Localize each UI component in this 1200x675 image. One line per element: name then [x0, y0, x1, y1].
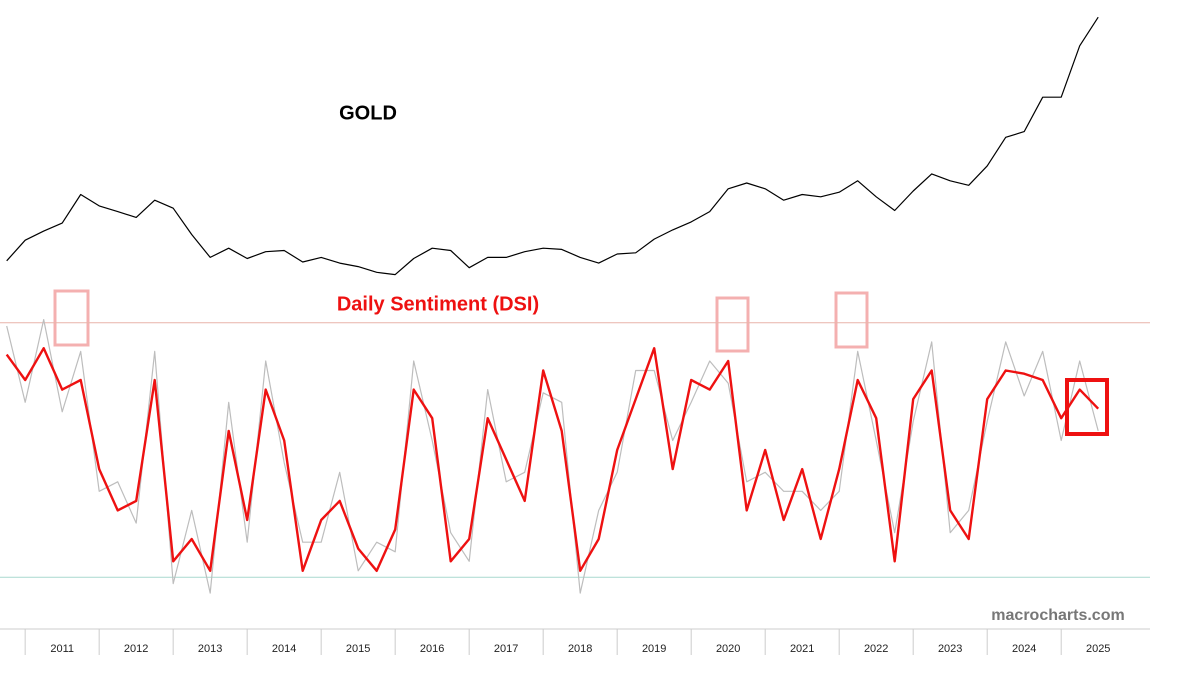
x-tick-label: 2018 — [568, 643, 592, 655]
highlight-box — [834, 291, 869, 349]
x-tick-label: 2025 — [1086, 643, 1110, 655]
highlight-box — [715, 296, 750, 353]
watermark: macrocharts.com — [991, 607, 1124, 624]
x-tick-label: 2014 — [272, 643, 296, 655]
x-tick-label: 2015 — [346, 643, 370, 655]
x-tick-label: 2017 — [494, 643, 518, 655]
data-line — [6, 319, 1099, 594]
highlight-box — [53, 289, 90, 347]
x-tick-label: 2019 — [642, 643, 666, 655]
x-tick-label: 2011 — [50, 643, 74, 655]
x-tick-label: 2023 — [938, 643, 962, 655]
x-tick-label: 2022 — [864, 643, 888, 655]
x-tick-label: 2012 — [124, 643, 148, 655]
highlight-box — [1065, 378, 1109, 436]
data-line — [6, 16, 1099, 276]
dsi-title: Daily Sentiment (DSI) — [337, 293, 539, 315]
x-tick-label: 2024 — [1012, 643, 1036, 655]
data-line — [5, 347, 1100, 572]
x-tick-label: 2016 — [420, 643, 444, 655]
x-tick-label: 2020 — [716, 643, 740, 655]
gold-title: GOLD — [339, 102, 397, 124]
x-tick-label: 2013 — [198, 643, 222, 655]
x-tick-label: 2021 — [790, 643, 814, 655]
